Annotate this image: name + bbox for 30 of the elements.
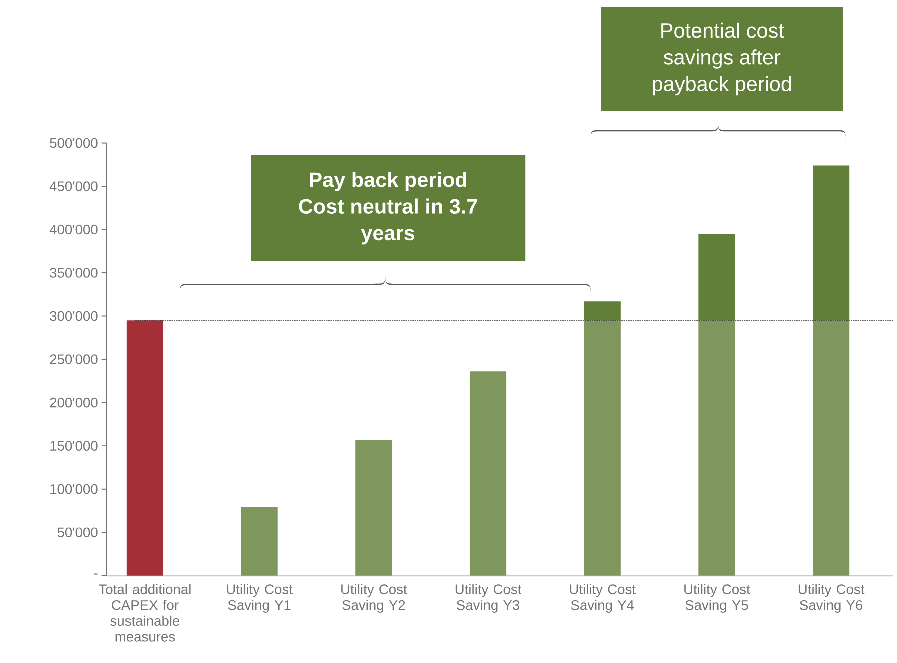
x-tick-label: Utility Cost Saving Y3 [456,584,522,614]
bar [356,440,392,576]
bar [813,166,850,321]
y-tick-label: 300'000 [50,311,98,322]
bar [584,320,621,576]
y-tick-label: 100'000 [50,484,98,494]
y-tick-label: 400'000 [50,224,98,235]
y-tick-label: 200'000 [50,398,98,408]
x-tick-label: Utility Cost Saving Y5 [684,584,750,614]
bar [241,508,278,576]
bar [698,320,736,576]
y-tick-label: 450'000 [50,182,98,192]
y-tick-label: 350'000 [50,268,98,278]
bar [470,372,507,576]
x-tick-label: Utility Cost Saving Y4 [570,584,636,614]
x-tick-label: Utility Cost Saving Y1 [227,584,293,614]
x-tick-label: Utility Cost Saving Y2 [342,584,408,614]
bar [584,302,621,321]
x-tick-label: Total additional CAPEX for sustainable measures [99,584,191,642]
y-tick-label: 250'000 [50,354,98,365]
y-tick-label: 50'000 [58,528,98,538]
text: Potential cost savings after payback period [653,23,792,96]
y-tick-label: - [94,574,98,575]
bar [126,320,164,576]
y-tick-label: 150'000 [50,441,98,452]
y-tick-label: 500'000 [50,138,98,148]
bar [698,234,736,321]
annotation: Pay back period Cost neutral in 3.7 years [299,172,478,245]
x-tick-label: Utility Cost Saving Y6 [798,584,865,614]
bar [813,320,850,576]
